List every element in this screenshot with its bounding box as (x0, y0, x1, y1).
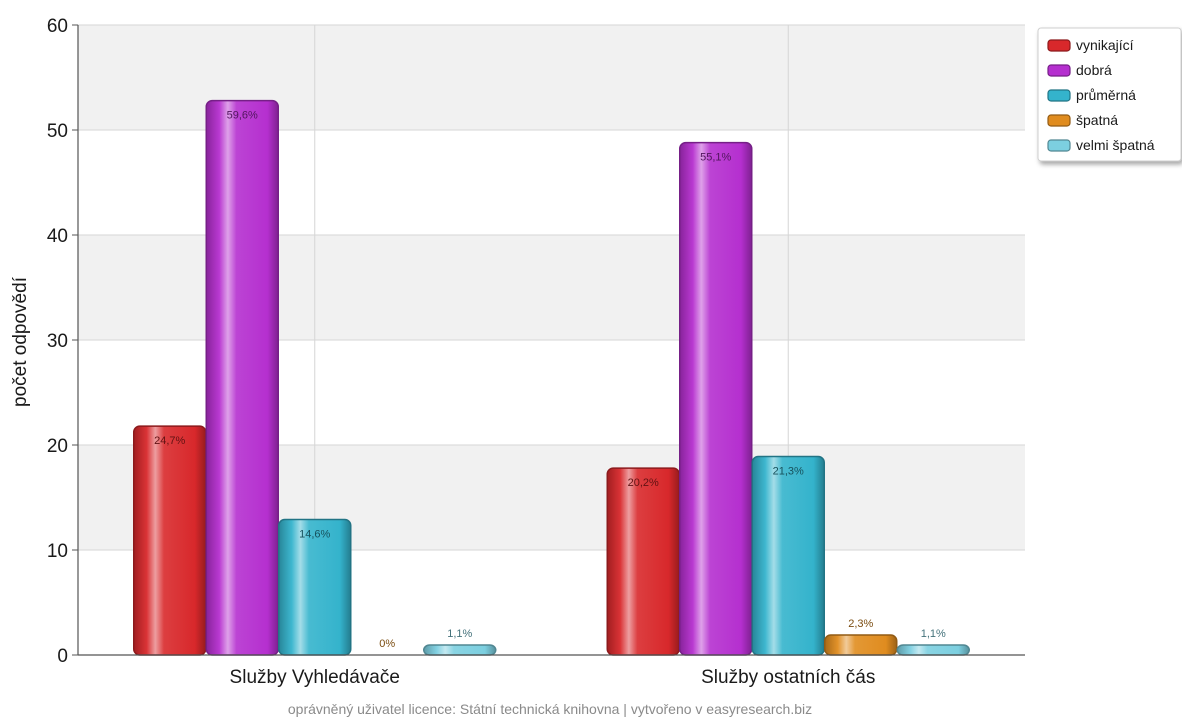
y-axis-label: počet odpovědí (10, 276, 31, 407)
bar-0-0 (133, 425, 207, 656)
bar-1-4 (896, 644, 970, 656)
y-tick-label: 0 (57, 646, 68, 667)
y-tick-label: 40 (47, 226, 68, 247)
legend-swatch (1047, 139, 1071, 152)
y-tick-label: 50 (47, 121, 68, 142)
legend: vynikající dobrá průměrná špatná velmi špatn… (1037, 27, 1182, 162)
legend-box (1037, 27, 1182, 162)
x-category-label: Služby Vyhledávače (230, 667, 400, 688)
legend-swatch (1047, 89, 1071, 102)
x-category-label: Služby ostatních čás (701, 667, 875, 688)
data-label-0-1: 59,6% (227, 110, 258, 122)
data-label-0-2: 14,6% (299, 529, 330, 541)
bar-0-4 (423, 644, 497, 656)
bars (133, 99, 970, 656)
legend-swatch (1047, 64, 1071, 77)
bar-1-3 (824, 634, 898, 656)
data-label-1-0: 20,2% (628, 477, 659, 489)
bar-1-1 (679, 141, 753, 656)
y-tick-label: 30 (47, 331, 68, 352)
data-labels: 24,7% 59,6% 14,6% 0% 1,1% 20,2% 55,1% 21,3% 2,3%… (154, 110, 946, 650)
legend-entry: vynikající (1076, 37, 1134, 53)
data-label-0-0: 24,7% (154, 435, 185, 447)
data-label-1-1: 55,1% (700, 152, 731, 164)
legend-entry: špatná (1076, 112, 1118, 128)
legend-entry: velmi špatná (1076, 137, 1155, 153)
bar-1-0 (606, 467, 680, 656)
legend-entry: průměrná (1076, 87, 1136, 103)
legend-swatch (1047, 39, 1071, 52)
legend-entry: dobrá (1076, 62, 1112, 78)
data-label-1-4: 1,1% (921, 628, 946, 640)
data-label-1-2: 21,3% (773, 466, 804, 478)
data-label-0-4: 1,1% (447, 628, 472, 640)
legend-swatch (1047, 114, 1071, 127)
y-tick-label: 10 (47, 541, 68, 562)
data-label-1-3: 2,3% (848, 618, 873, 630)
axes: 0 10 20 30 40 50 60 Služby Vyhledávače Služby os… (47, 16, 1025, 688)
data-label-0-3: 0% (379, 638, 395, 650)
y-tick-label: 20 (47, 436, 68, 457)
bar-1-2 (751, 455, 825, 656)
y-tick-label: 60 (47, 16, 68, 37)
bar-0-1 (205, 99, 279, 656)
footer-credit: oprávněný uživatel licence: Státní techn… (288, 701, 812, 717)
